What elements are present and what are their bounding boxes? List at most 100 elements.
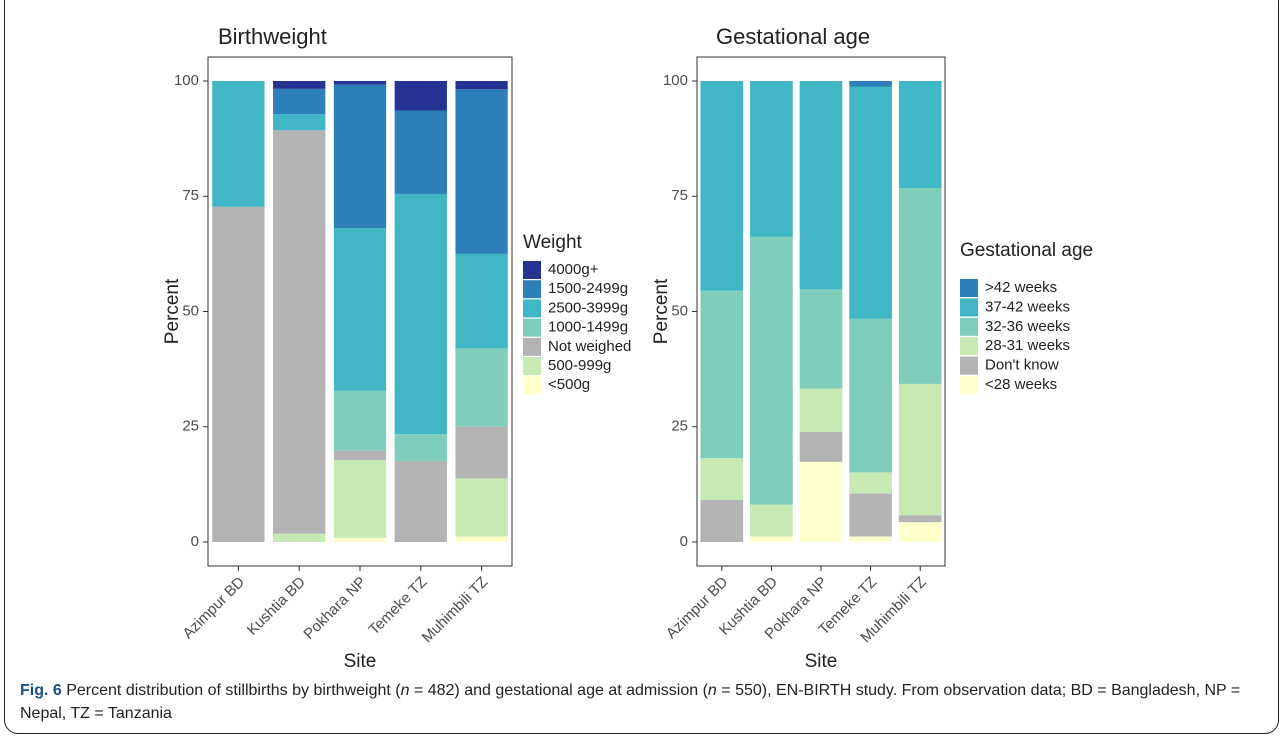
legend-key	[960, 337, 978, 356]
legend-label: 500-999g	[548, 357, 611, 374]
y-tick-label: 25	[182, 418, 199, 435]
legend-label: 28-31 weeks	[985, 337, 1070, 354]
bar-segment	[455, 348, 508, 427]
bar-segment	[273, 81, 326, 89]
bar-segment	[799, 81, 843, 290]
bar-segment	[273, 130, 326, 534]
bar-segment	[700, 500, 744, 542]
bar-segment	[700, 81, 744, 291]
y-axis-label: Percent	[651, 278, 672, 344]
bar-segment	[898, 522, 942, 542]
bar-segment	[333, 84, 387, 229]
bar-segment	[455, 478, 508, 537]
caption: Fig. 6 Percent distribution of stillbirt…	[20, 679, 1270, 725]
bar-segment	[700, 458, 744, 501]
chart-title: Birthweight	[218, 24, 327, 49]
legend-key	[523, 357, 541, 375]
legend-key	[523, 261, 541, 279]
x-tick-label: Muhimbili TZ	[419, 574, 492, 647]
bar-segment	[849, 86, 892, 319]
legend-label: 2500-3999g	[548, 299, 628, 316]
y-tick-label: 50	[671, 302, 688, 319]
bar-segment	[799, 388, 843, 432]
bar-segment	[394, 193, 447, 435]
bar-segment	[273, 88, 326, 115]
legend-key	[960, 356, 978, 375]
legend-label: <500g	[548, 376, 590, 393]
chart-title: Gestational age	[716, 24, 870, 49]
bar-segment	[750, 236, 793, 505]
bar-segment	[394, 460, 447, 542]
bar-segment	[849, 81, 892, 87]
legend-key	[523, 337, 541, 356]
bar-segment	[750, 504, 793, 537]
y-tick-label: 75	[182, 187, 199, 204]
x-axis-label: Site	[344, 651, 377, 672]
y-tick-label: 0	[680, 533, 688, 550]
bar-segment	[898, 187, 942, 384]
caption-text: = 482) and gestational age at admission …	[409, 682, 708, 699]
y-tick-label: 100	[663, 72, 688, 89]
legend-label: 1500-2499g	[548, 280, 628, 297]
x-axis-label: Site	[805, 651, 838, 672]
bar-segment	[455, 89, 508, 254]
caption-text: = 550), EN-BIRTH study. From observation…	[20, 682, 1241, 722]
legend-label: >42 weeks	[985, 279, 1057, 296]
bar-segment	[394, 434, 447, 461]
legend-key	[960, 317, 978, 336]
bar-segment	[333, 81, 387, 85]
legend-label: 37-42 weeks	[985, 298, 1070, 315]
x-tick-label: Azimpur BD	[179, 574, 248, 643]
frame	[4, 0, 1279, 734]
bar-segment	[333, 390, 387, 451]
x-tick-label: Temeke TZ	[366, 574, 431, 639]
bar-segment	[212, 206, 265, 542]
caption-n: n	[707, 682, 717, 699]
bar-segment	[394, 81, 447, 111]
bar-segment	[273, 533, 326, 542]
bar-segment	[333, 537, 387, 542]
x-tick-label: Kushtia BD	[244, 574, 309, 639]
legend-label: Not weighed	[548, 338, 631, 355]
bar-segment	[799, 289, 843, 389]
y-tick-label: 0	[191, 533, 199, 550]
legend-title: Gestational age	[960, 240, 1093, 261]
bar-segment	[700, 290, 744, 459]
bar-segment	[333, 228, 387, 391]
bar-segment	[750, 536, 793, 542]
bar-segment	[212, 81, 265, 207]
legend-label: 32-36 weeks	[985, 318, 1070, 335]
legend-key	[960, 298, 978, 317]
bar-segment	[455, 536, 508, 542]
legend-label: <28 weeks	[985, 376, 1057, 393]
legend-label: Don't know	[985, 357, 1059, 374]
legend-title: Weight	[523, 232, 583, 253]
caption-text: Percent distribution of stillbirths by b…	[61, 682, 401, 699]
y-tick-label: 50	[182, 302, 199, 319]
bar-segment	[849, 472, 892, 494]
caption-n: n	[400, 682, 410, 699]
legend-key	[960, 279, 978, 297]
bar-segment	[455, 426, 508, 479]
bar-segment	[849, 536, 892, 542]
bar-segment	[898, 81, 942, 188]
bar-segment	[898, 383, 942, 516]
bar-segment	[750, 81, 793, 237]
y-axis-label: Percent	[162, 278, 183, 344]
bar-segment	[849, 493, 892, 537]
bar-segment	[333, 450, 387, 460]
y-tick-label: 75	[671, 187, 688, 204]
bar-segment	[849, 318, 892, 473]
caption-label: Fig. 6	[20, 682, 62, 699]
legend-key	[523, 318, 541, 337]
bar-segment	[455, 81, 508, 90]
bar-segment	[799, 431, 843, 462]
y-tick-label: 100	[174, 72, 199, 89]
bar-segment	[898, 515, 942, 523]
y-tick-label: 25	[671, 418, 688, 435]
legend-key	[523, 280, 541, 299]
bar-segment	[394, 110, 447, 194]
legend-label: 1000-1499g	[548, 319, 628, 336]
